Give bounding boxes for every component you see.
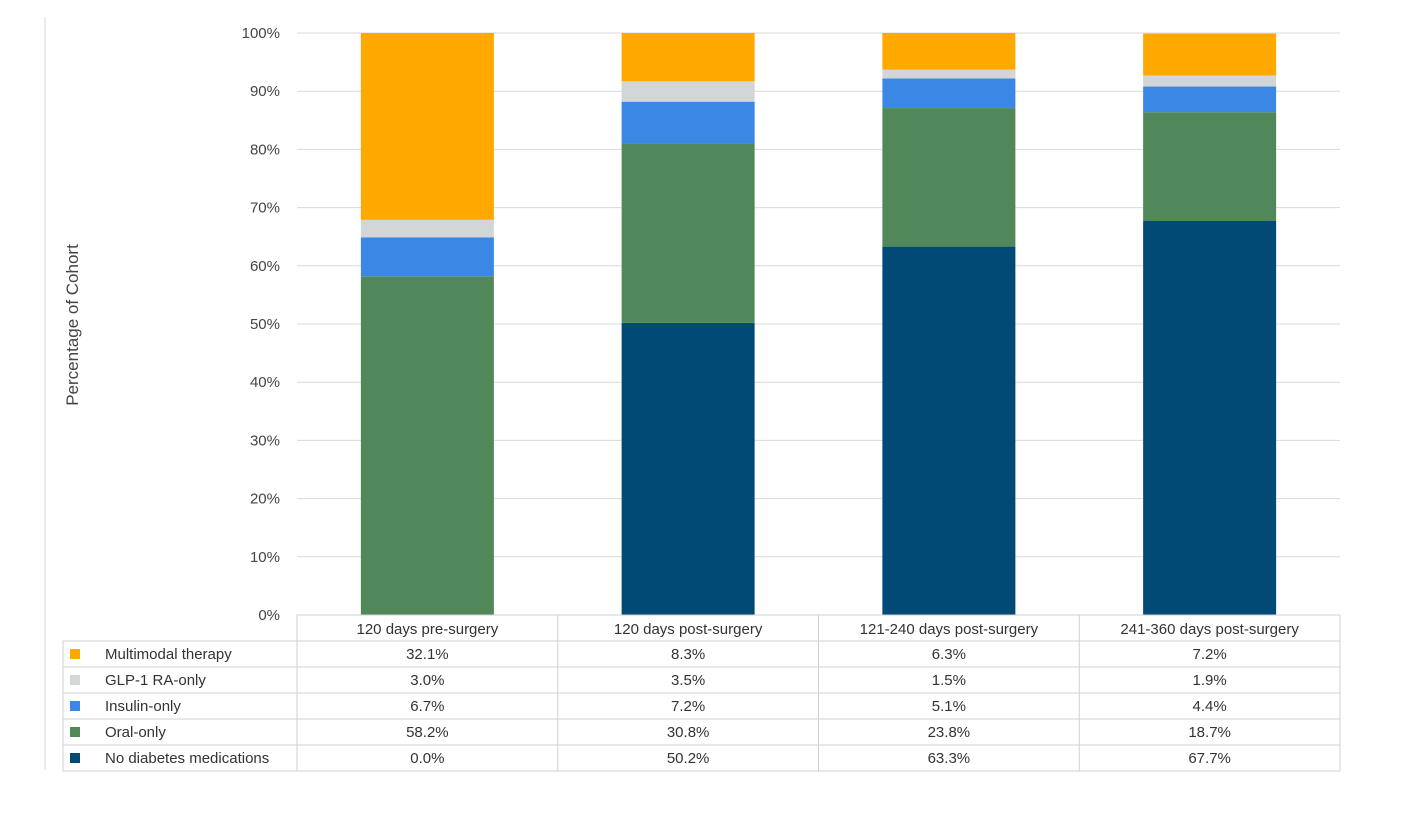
bar-segment [1143, 220, 1277, 615]
data-label: 67.7% [1188, 750, 1231, 767]
bar-segment [360, 219, 494, 238]
bar-segment [1143, 86, 1277, 113]
y-tick-label: 70% [250, 200, 280, 217]
data-label: 63.3% [928, 750, 971, 767]
bar-segment [882, 78, 1016, 109]
data-label: 1.5% [932, 672, 966, 689]
y-tick-label: 80% [250, 141, 280, 158]
legend-label: No diabetes medications [105, 750, 269, 767]
y-tick-label: 20% [250, 491, 280, 508]
legend-key [70, 727, 80, 737]
bar-segment [360, 237, 494, 277]
bar-segment [621, 143, 755, 323]
bar-segment [1143, 33, 1277, 76]
y-tick-label: 40% [250, 374, 280, 391]
data-label: 5.1% [932, 698, 966, 715]
bar-segment [621, 33, 755, 82]
bar-segment [882, 69, 1016, 79]
legend-label: Multimodal therapy [105, 646, 232, 663]
data-label: 1.9% [1193, 672, 1227, 689]
x-category-label: 121-240 days post-surgery [860, 621, 1039, 638]
bar-segment [882, 246, 1016, 615]
data-label: 50.2% [667, 750, 710, 767]
data-label: 6.7% [410, 698, 444, 715]
y-tick-label: 50% [250, 316, 280, 333]
legend-key [70, 649, 80, 659]
y-axis-title: Percentage of Cohort [63, 244, 82, 406]
y-tick-label: 10% [250, 549, 280, 566]
y-tick-label: 30% [250, 432, 280, 449]
data-label: 3.0% [410, 672, 444, 689]
x-category-label: 241-360 days post-surgery [1120, 621, 1299, 638]
data-label: 7.2% [671, 698, 705, 715]
y-tick-label: 100% [242, 25, 280, 42]
legend-key [70, 675, 80, 685]
data-label: 0.0% [410, 750, 444, 767]
data-label: 58.2% [406, 724, 449, 741]
bar-segment [621, 322, 755, 615]
x-category-label: 120 days pre-surgery [357, 621, 499, 638]
bar-segment [882, 108, 1016, 247]
bar-segment [882, 33, 1016, 70]
y-tick-label: 0% [258, 607, 280, 624]
data-label: 6.3% [932, 646, 966, 663]
bar-segment [1143, 75, 1277, 87]
legend-label: Oral-only [105, 724, 166, 741]
data-label: 18.7% [1188, 724, 1231, 741]
bar-segment [360, 276, 494, 615]
data-label: 7.2% [1193, 646, 1227, 663]
y-tick-label: 60% [250, 258, 280, 275]
x-category-label: 120 days post-surgery [614, 621, 763, 638]
legend-label: Insulin-only [105, 698, 181, 715]
y-tick-label: 90% [250, 83, 280, 100]
bar-segment [360, 33, 494, 220]
data-label: 23.8% [928, 724, 971, 741]
data-label: 8.3% [671, 646, 705, 663]
legend-label: GLP-1 RA-only [105, 672, 206, 689]
legend-key [70, 701, 80, 711]
data-label: 3.5% [671, 672, 705, 689]
legend-key [70, 753, 80, 763]
bar-segment [621, 101, 755, 144]
data-label: 4.4% [1193, 698, 1227, 715]
data-label: 32.1% [406, 646, 449, 663]
bar-segment [621, 81, 755, 102]
data-label: 30.8% [667, 724, 710, 741]
bar-segment [1143, 112, 1277, 221]
